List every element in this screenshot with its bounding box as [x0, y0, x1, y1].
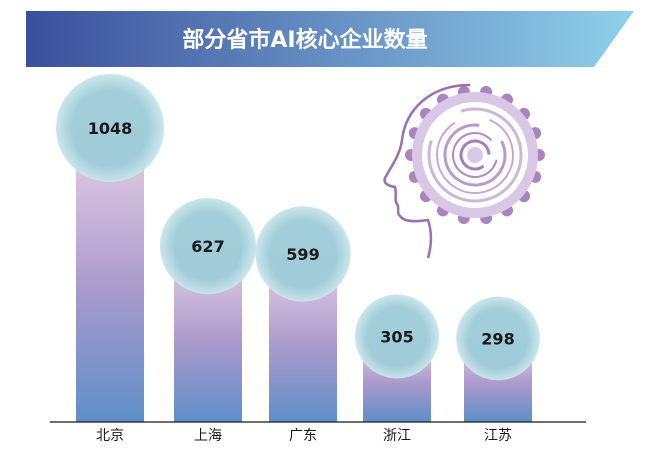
value-bubble — [255, 206, 351, 302]
chart-title: 部分省市AI核心企业数量 — [182, 27, 427, 53]
data-label: 305 — [380, 327, 413, 346]
data-label: 599 — [286, 245, 319, 264]
value-bubble — [354, 294, 440, 379]
title-banner — [26, 11, 634, 67]
gear-ring — [412, 92, 538, 218]
value-bubble — [159, 197, 257, 295]
brain-arc — [436, 116, 514, 194]
brain-arc — [427, 107, 523, 203]
brain-arc — [452, 132, 498, 178]
category-labels-layer: 北京 上海 广东 浙江 江苏 — [96, 428, 512, 444]
value-bubble — [456, 296, 540, 381]
value-bubble — [56, 74, 164, 182]
head-outline — [383, 83, 471, 259]
brain-arc — [459, 139, 491, 171]
data-label: 1048 — [88, 119, 133, 138]
category-label: 上海 — [194, 428, 222, 444]
category-label: 江苏 — [484, 428, 512, 444]
brain-arc — [443, 123, 507, 187]
bars-layer: 1048 627 599 305 298 — [56, 74, 540, 422]
brain-core — [467, 147, 483, 163]
category-label: 北京 — [96, 428, 124, 444]
ai-head-brain-gear-icon — [383, 83, 545, 259]
data-label: 627 — [191, 237, 224, 256]
data-label: 298 — [481, 329, 514, 348]
category-label: 浙江 — [383, 428, 411, 444]
category-label: 广东 — [289, 428, 317, 444]
